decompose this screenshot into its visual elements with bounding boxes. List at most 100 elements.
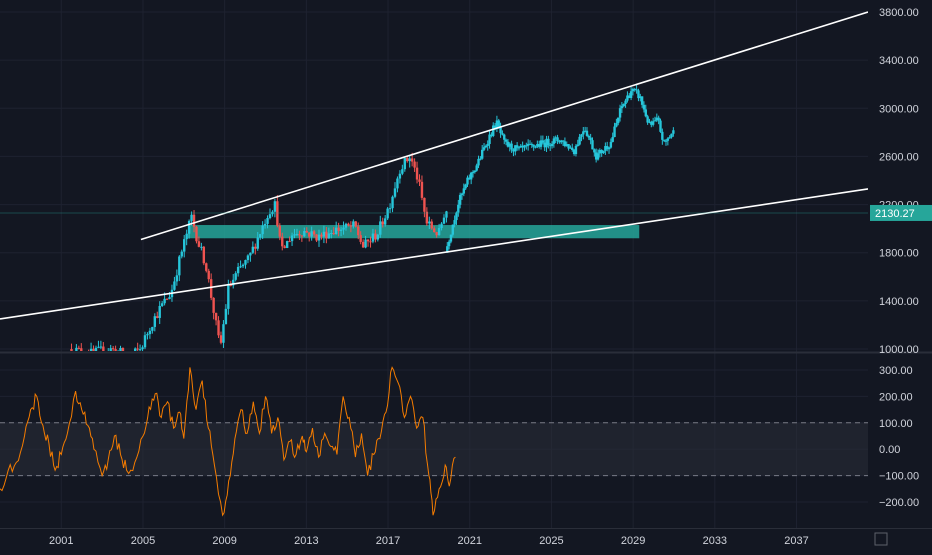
candle-body xyxy=(146,334,149,336)
price-axis-label: 3400.00 xyxy=(879,55,919,67)
candle-body xyxy=(219,335,223,343)
candle-body xyxy=(637,90,640,99)
candle-body xyxy=(121,347,125,351)
candle-body xyxy=(437,228,441,236)
time-axis-label: 2025 xyxy=(539,535,563,547)
candle-body xyxy=(473,170,477,173)
candle-body xyxy=(466,177,469,185)
candle-body xyxy=(458,194,462,205)
trendline-upper[interactable] xyxy=(140,11,868,241)
candle-body xyxy=(536,144,539,147)
candle-body xyxy=(268,214,272,219)
price-axis-label: 3800.00 xyxy=(879,7,919,19)
candle-body xyxy=(620,106,624,109)
candle-body xyxy=(591,140,594,150)
trendline-lower[interactable] xyxy=(0,188,868,320)
price-axis[interactable]: 1000.001400.001800.002200.002600.003000.… xyxy=(879,7,919,356)
candle-body xyxy=(295,234,299,236)
candle-body xyxy=(519,145,522,148)
candle-body xyxy=(607,147,611,150)
candle-body xyxy=(672,130,675,134)
candle-body xyxy=(499,126,502,134)
candle-body xyxy=(379,221,382,235)
candle-body xyxy=(236,266,240,274)
last-price-label: 2130.27 xyxy=(875,208,915,220)
candle-body xyxy=(408,158,411,162)
candle-body xyxy=(521,145,524,148)
candle-body xyxy=(508,143,511,147)
candle-body xyxy=(263,223,267,226)
candle-body xyxy=(449,234,453,242)
candle-body xyxy=(655,117,659,121)
candle-body xyxy=(178,256,181,276)
candle-body xyxy=(488,134,491,144)
candle-body xyxy=(195,226,198,242)
candle-body xyxy=(143,335,147,348)
candle-body xyxy=(334,227,338,235)
indicator-band xyxy=(0,422,868,476)
candle-body xyxy=(446,246,449,253)
candle-body xyxy=(278,225,282,237)
time-axis-label: 2001 xyxy=(49,535,73,547)
candle-body xyxy=(604,146,607,151)
candle-body xyxy=(469,172,473,180)
candle-body xyxy=(576,144,579,146)
candle-body xyxy=(628,95,631,98)
candle-body xyxy=(471,172,475,174)
candle-body xyxy=(514,145,517,152)
candle-body xyxy=(552,138,556,144)
candle-body xyxy=(322,231,326,237)
candle-body xyxy=(618,108,622,118)
candle-body xyxy=(175,275,179,282)
candle-body xyxy=(330,233,333,235)
candle-body xyxy=(651,121,655,125)
price-pane[interactable] xyxy=(0,11,868,362)
candle-body xyxy=(664,140,668,142)
candle-body xyxy=(596,153,600,160)
candle-body xyxy=(528,143,532,145)
candle-body xyxy=(148,330,152,335)
settings-icon[interactable] xyxy=(874,532,888,546)
candle-body xyxy=(541,140,545,143)
candle-body xyxy=(386,208,389,219)
candle-body xyxy=(156,316,159,318)
candle-body xyxy=(114,349,117,351)
time-axis[interactable]: 2001 2005 2009 2013 2017 2021 2025 2029 2033 2037 xyxy=(49,535,809,547)
candle-body xyxy=(435,232,438,236)
candle-body xyxy=(180,251,183,257)
candle-body xyxy=(80,348,83,351)
candle-body xyxy=(543,142,546,148)
time-axis-label: 2037 xyxy=(784,535,808,547)
price-axis-label: 1000.00 xyxy=(879,344,919,356)
candle-body xyxy=(503,134,506,140)
candle-body xyxy=(261,225,264,235)
historical-candles xyxy=(70,152,448,351)
candle-body xyxy=(271,211,274,215)
candle-body xyxy=(534,146,537,148)
candle-body xyxy=(94,347,98,351)
candle-body xyxy=(517,147,521,149)
candle-body xyxy=(445,211,448,218)
candle-body xyxy=(545,138,548,148)
candle-body xyxy=(168,297,171,300)
candle-body xyxy=(479,158,482,160)
candle-body xyxy=(633,88,636,90)
candle-body xyxy=(666,138,670,141)
support-zone-rect[interactable] xyxy=(187,225,640,239)
candle-body xyxy=(447,241,451,247)
indicator-pane[interactable] xyxy=(0,366,868,517)
candle-body xyxy=(388,208,392,210)
indicator-axis[interactable]: 300.00 200.00 100.00 0.00 −100.00 −200.00 xyxy=(879,365,919,509)
indicator-axis-label: −200.00 xyxy=(879,497,919,509)
candle-body xyxy=(668,137,671,139)
candle-body xyxy=(550,143,554,147)
candle-body xyxy=(153,316,157,327)
candle-body xyxy=(537,144,541,147)
price-axis-label: 3000.00 xyxy=(879,103,919,115)
candle-body xyxy=(574,145,578,155)
candle-body xyxy=(293,234,296,236)
candle-body xyxy=(631,88,635,92)
last-price-badge xyxy=(870,204,932,221)
